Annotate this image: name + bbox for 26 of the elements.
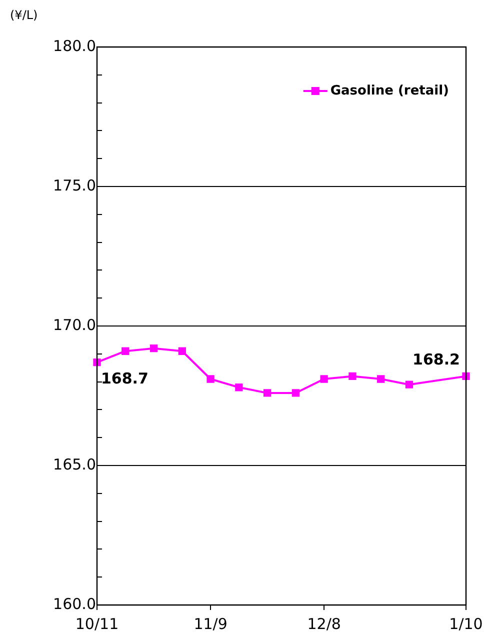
y-tick-label: 170.0 [53,316,96,334]
x-tick-label: 11/9 [194,614,228,633]
point [122,347,130,355]
point [462,372,470,380]
point [93,358,101,366]
y-tick-label: 165.0 [53,455,96,474]
point [150,344,158,352]
point [206,375,214,383]
point [178,347,186,355]
y-axis-title: (¥/L) [10,8,38,22]
data-label: 168.7 [101,370,148,388]
y-tick-label: 180.0 [53,36,96,55]
point [263,389,272,397]
point [320,375,328,383]
data-label: 168.2 [412,350,460,369]
point [405,380,414,388]
legend-label: Gasoline (retail) [330,83,450,98]
y-tick-label: 175.0 [53,176,96,194]
point [292,389,300,397]
point [235,384,243,392]
y-tick-label: 160.0 [53,594,96,613]
x-tick-label: 12/8 [307,614,341,633]
x-tick-label: 1/10 [449,614,483,633]
x-tick-label: 10/11 [75,614,119,633]
point [377,375,385,383]
point [348,372,356,380]
